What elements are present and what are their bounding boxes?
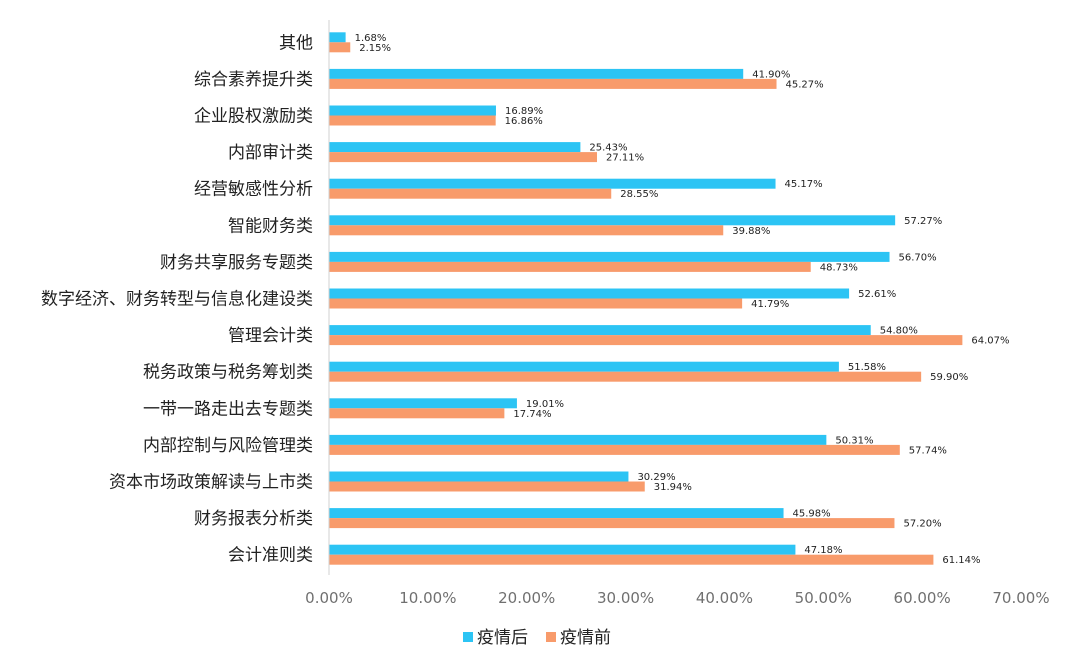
bar-after bbox=[329, 544, 796, 555]
category-label: 一带一路走出去专题类 bbox=[143, 399, 313, 419]
category-label: 内部控制与风险管理类 bbox=[143, 436, 313, 456]
bar-before bbox=[329, 152, 598, 163]
x-tick-label: 50.00% bbox=[795, 589, 852, 607]
data-label: 31.94% bbox=[654, 482, 692, 493]
category-label: 内部审计类 bbox=[228, 143, 313, 163]
bar-after bbox=[329, 142, 581, 153]
bar-after bbox=[329, 68, 744, 79]
bar-before bbox=[329, 335, 963, 346]
category-label: 企业股权激励类 bbox=[194, 107, 313, 127]
legend-label-before: 疫情前 bbox=[560, 628, 611, 648]
bar-after bbox=[329, 288, 850, 299]
bar-before bbox=[329, 42, 351, 53]
data-label: 25.43% bbox=[589, 143, 627, 154]
x-tick-label: 60.00% bbox=[894, 589, 951, 607]
category-label: 税务政策与税务筹划类 bbox=[143, 363, 313, 383]
x-tick-label: 10.00% bbox=[399, 589, 456, 607]
x-tick-label: 30.00% bbox=[597, 589, 654, 607]
data-label: 48.73% bbox=[820, 262, 858, 273]
data-label: 51.58% bbox=[848, 362, 886, 373]
bar-before bbox=[329, 371, 922, 382]
bar-before bbox=[329, 298, 743, 309]
bar-before bbox=[329, 78, 777, 89]
category-label: 会计准则类 bbox=[228, 546, 313, 566]
data-label: 54.80% bbox=[880, 326, 918, 337]
category-label: 经营敏感性分析 bbox=[194, 180, 313, 200]
bar-before bbox=[329, 444, 900, 455]
data-label: 59.90% bbox=[930, 372, 968, 383]
bar-after bbox=[329, 361, 839, 372]
data-label: 45.98% bbox=[793, 509, 831, 520]
bar-after bbox=[329, 215, 896, 226]
data-label: 28.55% bbox=[620, 189, 658, 200]
category-label: 其他 bbox=[279, 33, 313, 53]
bar-before bbox=[329, 408, 505, 419]
category-label: 资本市场政策解读与上市类 bbox=[109, 473, 313, 493]
data-label: 27.11% bbox=[606, 153, 644, 164]
category-label: 综合素养提升类 bbox=[194, 70, 313, 90]
data-label: 57.20% bbox=[903, 519, 941, 530]
bar-after bbox=[329, 508, 784, 519]
bar-before bbox=[329, 188, 612, 199]
data-label: 52.61% bbox=[858, 289, 896, 300]
bar-after bbox=[329, 471, 629, 482]
bar-after bbox=[329, 178, 776, 189]
category-label: 管理会计类 bbox=[228, 326, 313, 346]
category-label: 智能财务类 bbox=[228, 216, 313, 236]
x-tick-label: 0.00% bbox=[305, 589, 353, 607]
category-label: 财务报表分析类 bbox=[194, 509, 313, 529]
x-tick-label: 40.00% bbox=[696, 589, 753, 607]
bar-after bbox=[329, 398, 517, 409]
data-label: 45.27% bbox=[786, 79, 824, 90]
data-label: 41.79% bbox=[751, 299, 789, 310]
data-label: 61.14% bbox=[942, 555, 980, 566]
data-label: 47.18% bbox=[804, 545, 842, 556]
data-label: 45.17% bbox=[785, 179, 823, 190]
category-labels-group: 其他综合素养提升类企业股权激励类内部审计类经营敏感性分析智能财务类财务共享服务专… bbox=[41, 33, 313, 565]
data-label: 57.74% bbox=[909, 445, 947, 456]
category-label: 财务共享服务专题类 bbox=[160, 253, 313, 273]
legend-swatch-before bbox=[546, 632, 556, 642]
category-label: 数字经济、财务转型与信息化建设类 bbox=[41, 290, 313, 310]
data-label: 2.15% bbox=[359, 43, 391, 54]
bar-before bbox=[329, 518, 895, 529]
bar-after bbox=[329, 434, 827, 445]
bar-before bbox=[329, 554, 934, 565]
data-label: 39.88% bbox=[732, 226, 770, 237]
legend-swatch-after bbox=[463, 632, 473, 642]
bar-after bbox=[329, 32, 346, 43]
x-axis-ticks-group: 0.00% 10.00% 20.00% 30.00% 40.00% 50.00% 60.00… bbox=[305, 589, 1049, 607]
data-labels-group: 1.68%2.15% 41.90%45.27% 16.89%16.86% 25.43%… bbox=[355, 33, 1010, 566]
data-label: 64.07% bbox=[971, 336, 1009, 347]
bar-before bbox=[329, 115, 496, 126]
data-label: 16.86% bbox=[505, 116, 543, 127]
bar-before bbox=[329, 261, 811, 272]
data-label: 57.27% bbox=[904, 216, 942, 227]
bar-after bbox=[329, 105, 496, 116]
data-label: 41.90% bbox=[752, 69, 790, 80]
legend: 疫情后 疫情前 bbox=[463, 628, 611, 648]
data-label: 19.01% bbox=[526, 399, 564, 410]
bar-before bbox=[329, 481, 645, 492]
x-tick-label: 70.00% bbox=[992, 589, 1049, 607]
data-label: 16.89% bbox=[505, 106, 543, 117]
data-label: 56.70% bbox=[899, 252, 937, 263]
bar-after bbox=[329, 325, 871, 336]
x-tick-label: 20.00% bbox=[498, 589, 555, 607]
data-label: 17.74% bbox=[513, 409, 551, 420]
legend-label-after: 疫情后 bbox=[477, 628, 528, 648]
bar-after bbox=[329, 251, 890, 262]
data-label: 30.29% bbox=[637, 472, 675, 483]
bars-group bbox=[329, 32, 963, 565]
data-label: 50.31% bbox=[835, 435, 873, 446]
data-label: 1.68% bbox=[355, 33, 387, 44]
bar-before bbox=[329, 225, 724, 236]
